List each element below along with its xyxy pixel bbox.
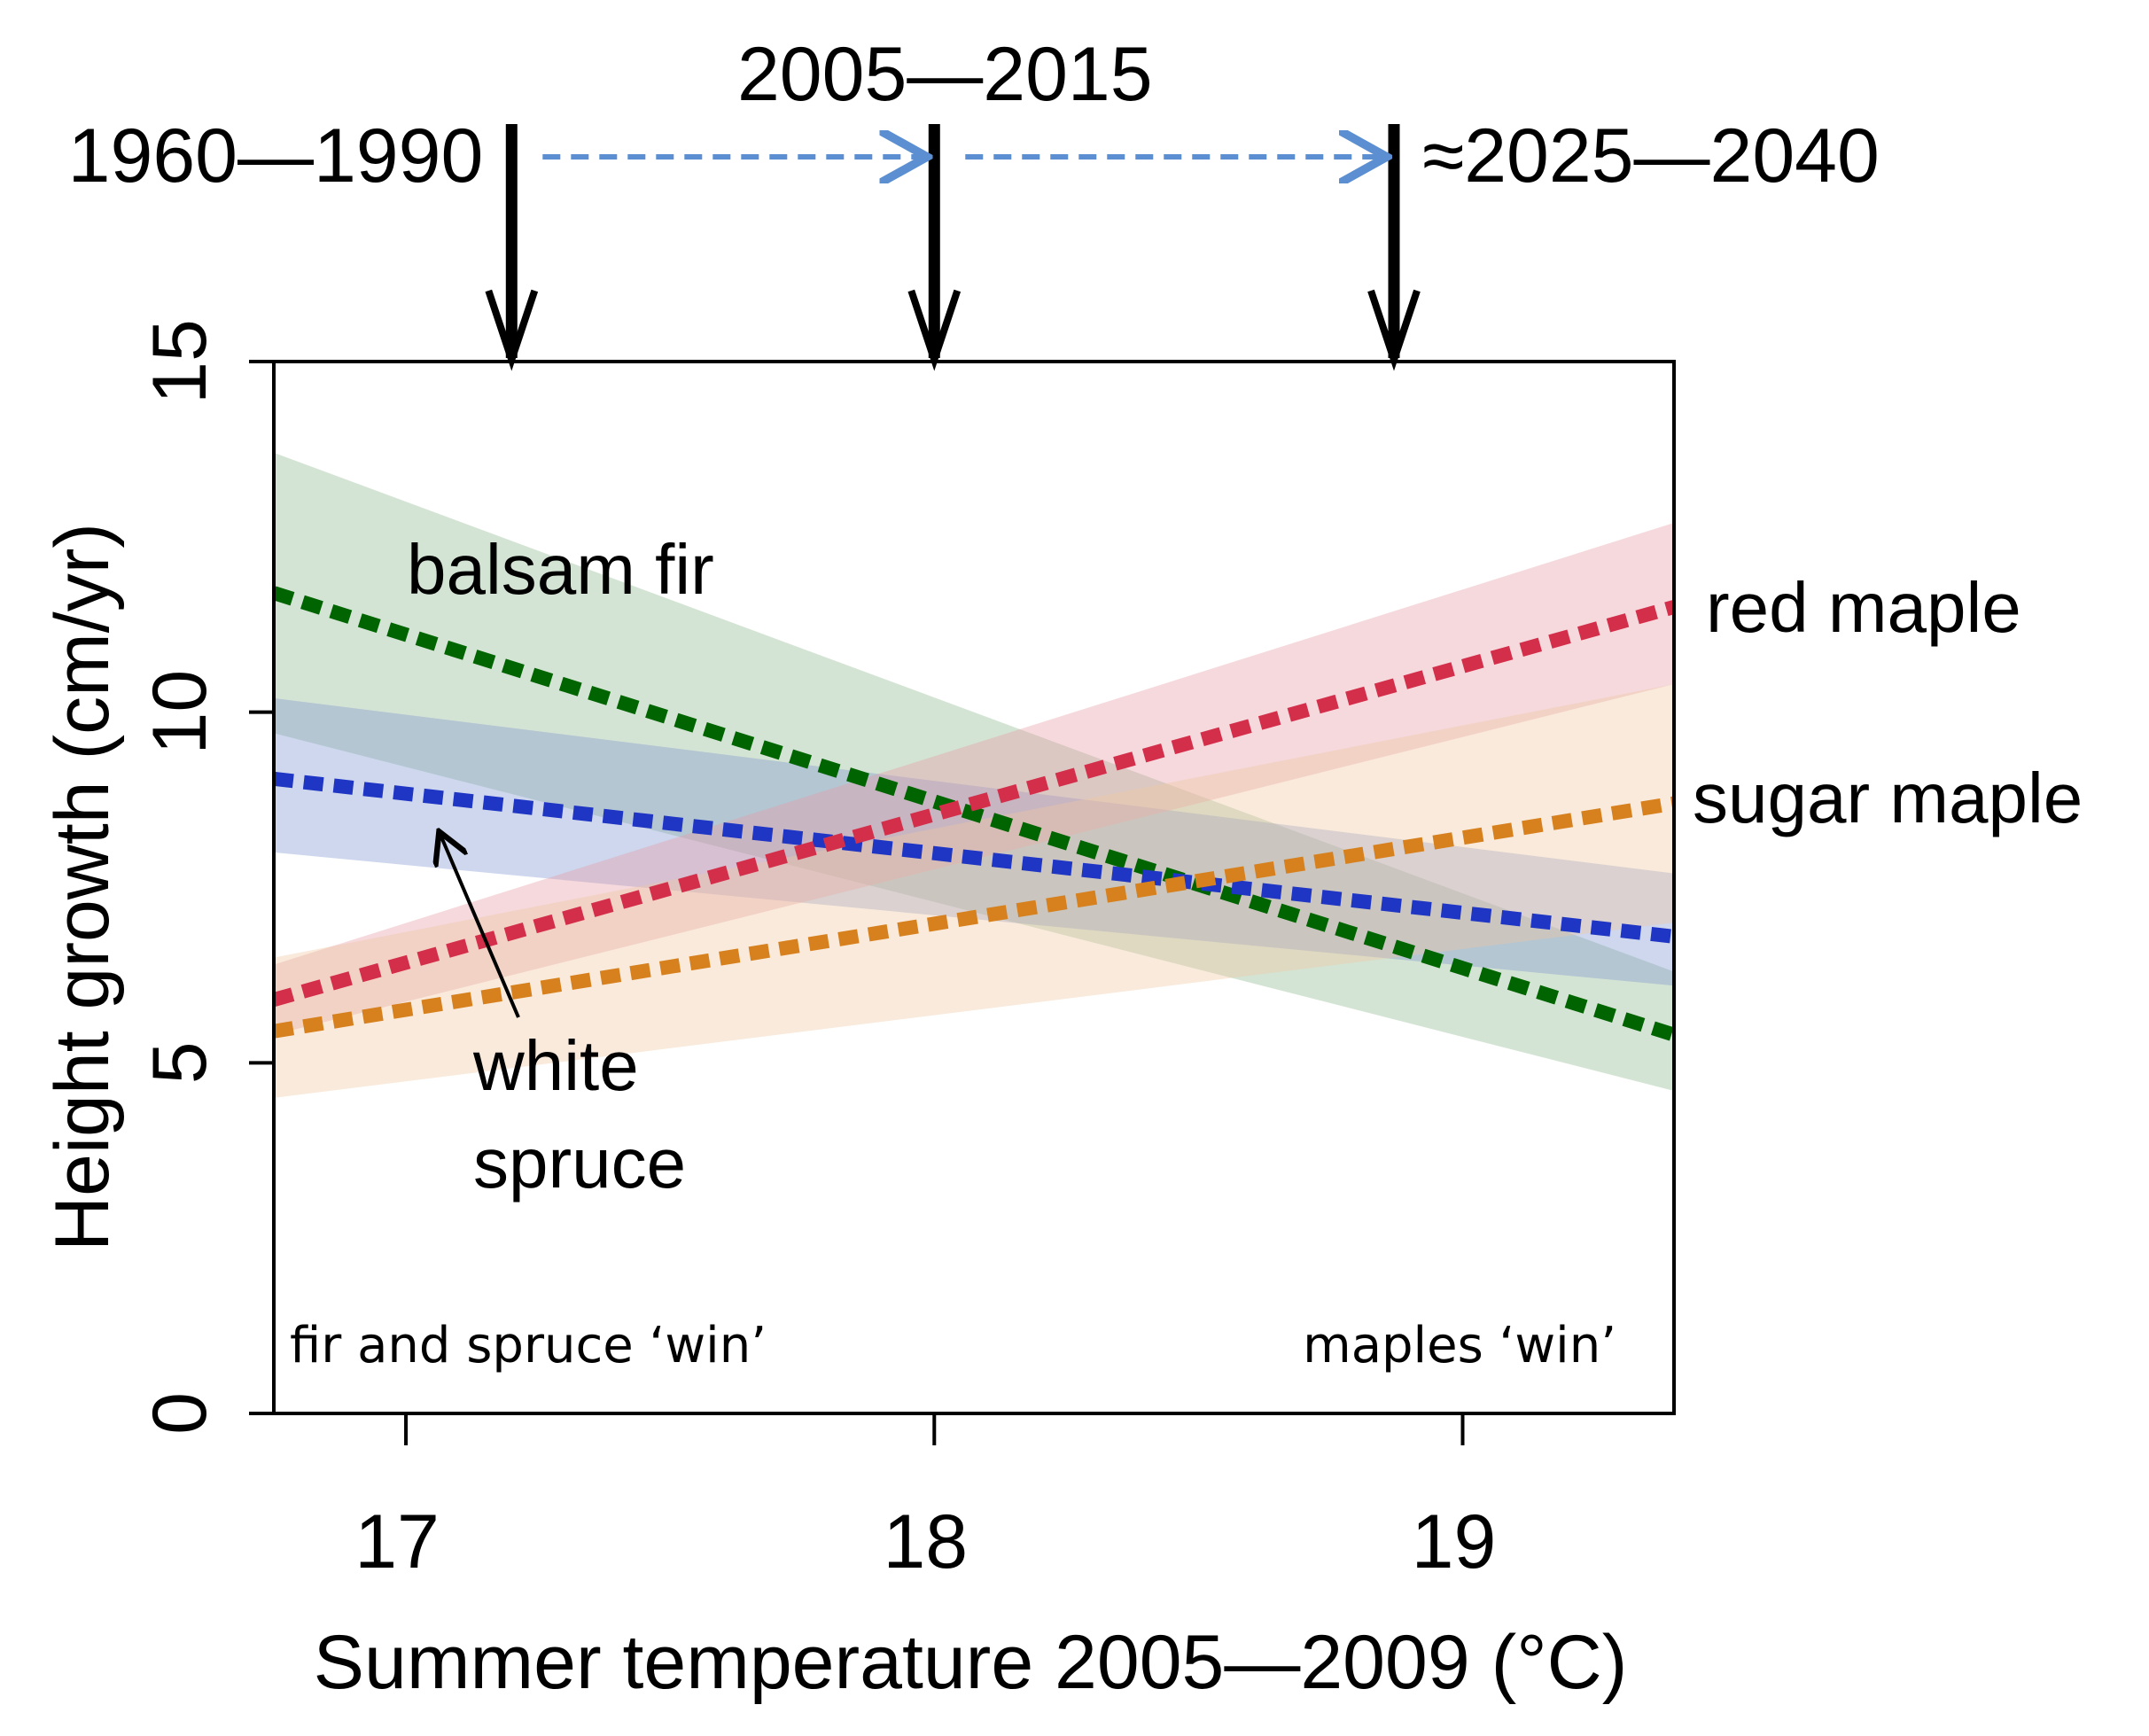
period-arrow-head-1 — [907, 289, 962, 371]
y-tick-label-15: 15 — [137, 319, 222, 404]
y-axis: 0 5 10 15 — [137, 319, 274, 1435]
annotation-maples-win: maples ‘win’ — [1303, 1317, 1616, 1374]
x-tick-label-18: 18 — [883, 1499, 968, 1584]
line-white-spruce — [274, 771, 1674, 944]
band-sugar-maple — [274, 684, 1674, 1098]
band-white-spruce — [274, 697, 1674, 986]
y-tick-label-5: 5 — [137, 1041, 222, 1084]
x-axis: 17 18 19 — [354, 1413, 1496, 1584]
period-label-2: ≈2025—2040 — [1422, 113, 1880, 199]
period-markers: 1960—1990 2005—2015 ≈2025—2040 — [68, 32, 1880, 371]
label-white-spruce-line1: white — [472, 1026, 639, 1105]
period-arrow-head-0 — [485, 289, 539, 371]
x-tick-label-17: 17 — [354, 1499, 440, 1584]
y-axis-label: Height growth (cm/yr) — [40, 523, 125, 1251]
period-arrow-head-2 — [1367, 289, 1421, 371]
y-tick-label-0: 0 — [137, 1392, 222, 1435]
period-label-1: 2005—2015 — [737, 32, 1153, 117]
label-sugar-maple: sugar maple — [1693, 759, 2083, 837]
label-red-maple: red maple — [1706, 568, 2021, 647]
annotation-fir-spruce-win: fir and spruce ‘win’ — [290, 1317, 767, 1374]
line-red-maple — [274, 600, 1674, 1007]
label-balsam-fir: balsam fir — [407, 530, 714, 609]
white-spruce-pointer-arrow — [440, 835, 520, 1018]
plot-frame — [272, 360, 1676, 1415]
x-tick-label-19: 19 — [1412, 1499, 1497, 1584]
label-white-spruce-line2: spruce — [473, 1124, 686, 1203]
line-sugar-maple — [274, 796, 1674, 1039]
x-axis-label: Summer temperature 2005—2009 (°C) — [314, 1620, 1628, 1705]
line-balsam-fir — [274, 586, 1674, 1042]
series-lines — [274, 586, 1674, 1042]
period-label-0: 1960—1990 — [68, 113, 484, 199]
y-tick-label-10: 10 — [137, 670, 222, 755]
